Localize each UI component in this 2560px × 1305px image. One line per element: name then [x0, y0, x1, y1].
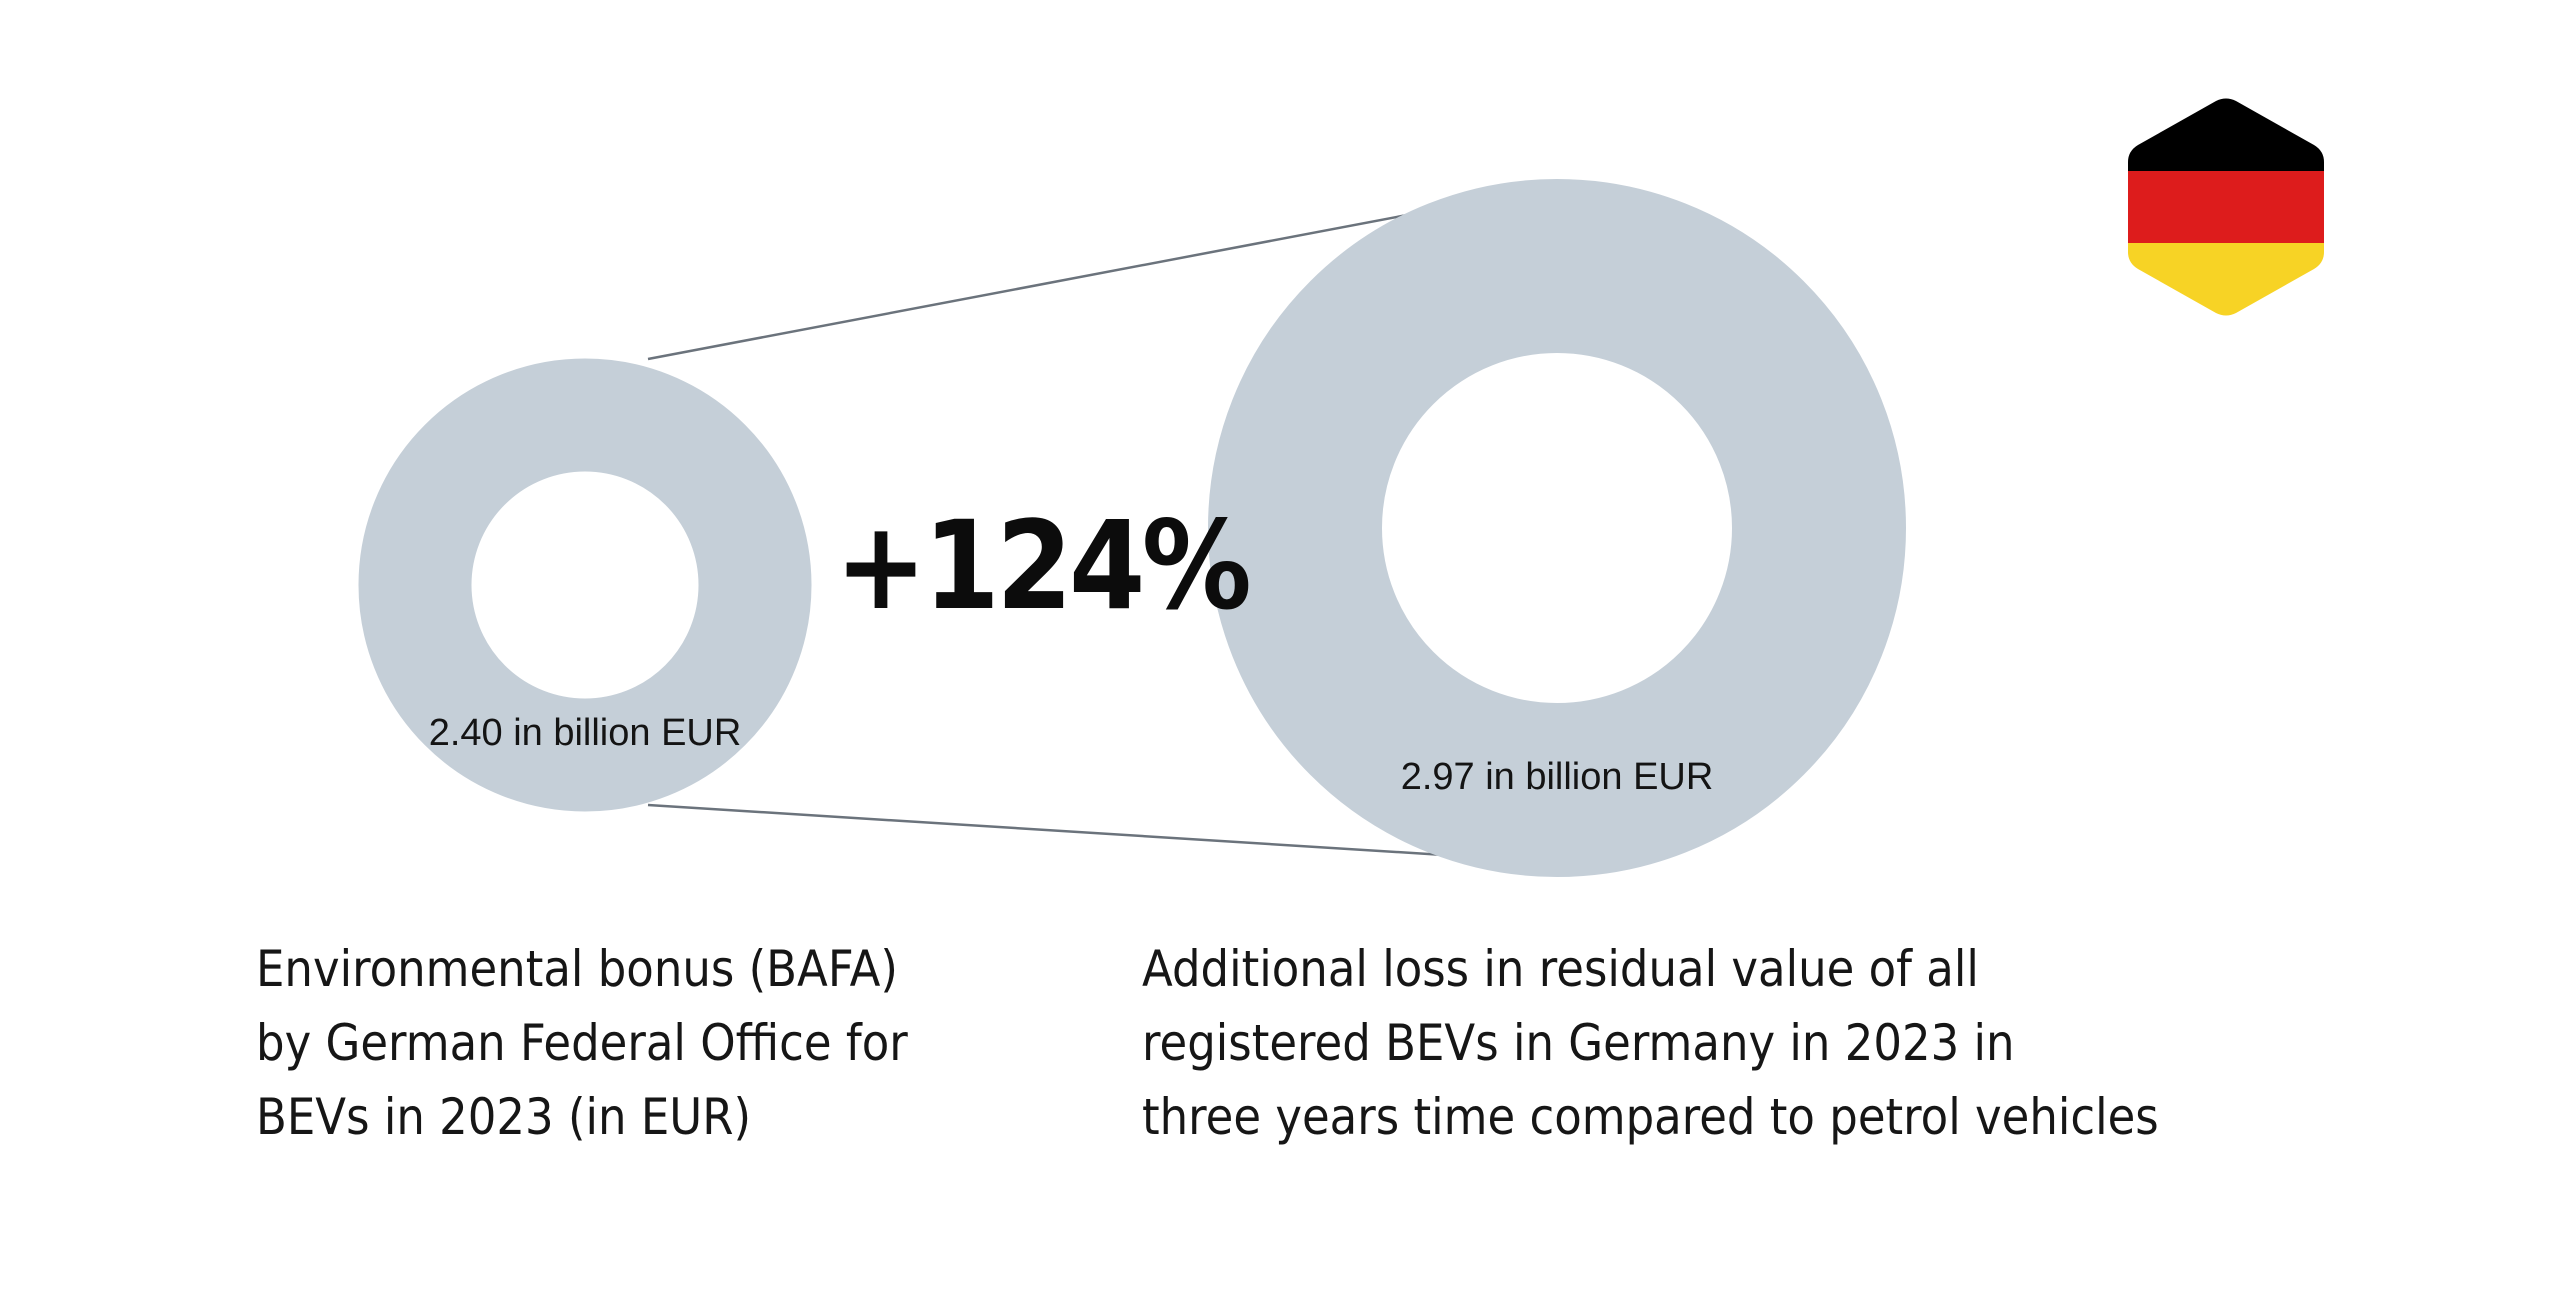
caption-left-line: by German Federal Office for — [256, 1014, 908, 1072]
caption-left: Environmental bonus (BAFA) by German Fed… — [256, 932, 908, 1154]
donut-small-ring — [358, 358, 812, 812]
germany-flag-hexagon-icon — [2128, 98, 2324, 316]
flag-stripe-black — [2128, 98, 2324, 171]
caption-right-line: three years time compared to petrol vehi… — [1142, 1088, 2159, 1146]
donut-small-value-label: 2.40 in billion EUR — [429, 712, 742, 754]
donut-small — [358, 358, 812, 812]
caption-right-line: Additional loss in residual value of all — [1142, 940, 1979, 998]
caption-left-line: BEVs in 2023 (in EUR) — [256, 1088, 752, 1146]
donut-large — [1208, 179, 1906, 877]
flag-stripe-gold — [2128, 243, 2324, 316]
caption-right-line: registered BEVs in Germany in 2023 in — [1142, 1014, 2015, 1072]
donut-large-value-label: 2.97 in billion EUR — [1401, 756, 1714, 798]
caption-right: Additional loss in residual value of all… — [1142, 932, 2159, 1154]
comparison-percentage: +124% — [835, 495, 1252, 637]
caption-left-line: Environmental bonus (BAFA) — [256, 940, 898, 998]
donut-large-ring — [1208, 179, 1906, 877]
connector-line-top — [647, 206, 1445, 361]
flag-stripe-red — [2128, 171, 2324, 243]
connector-line-bottom — [647, 803, 1445, 857]
